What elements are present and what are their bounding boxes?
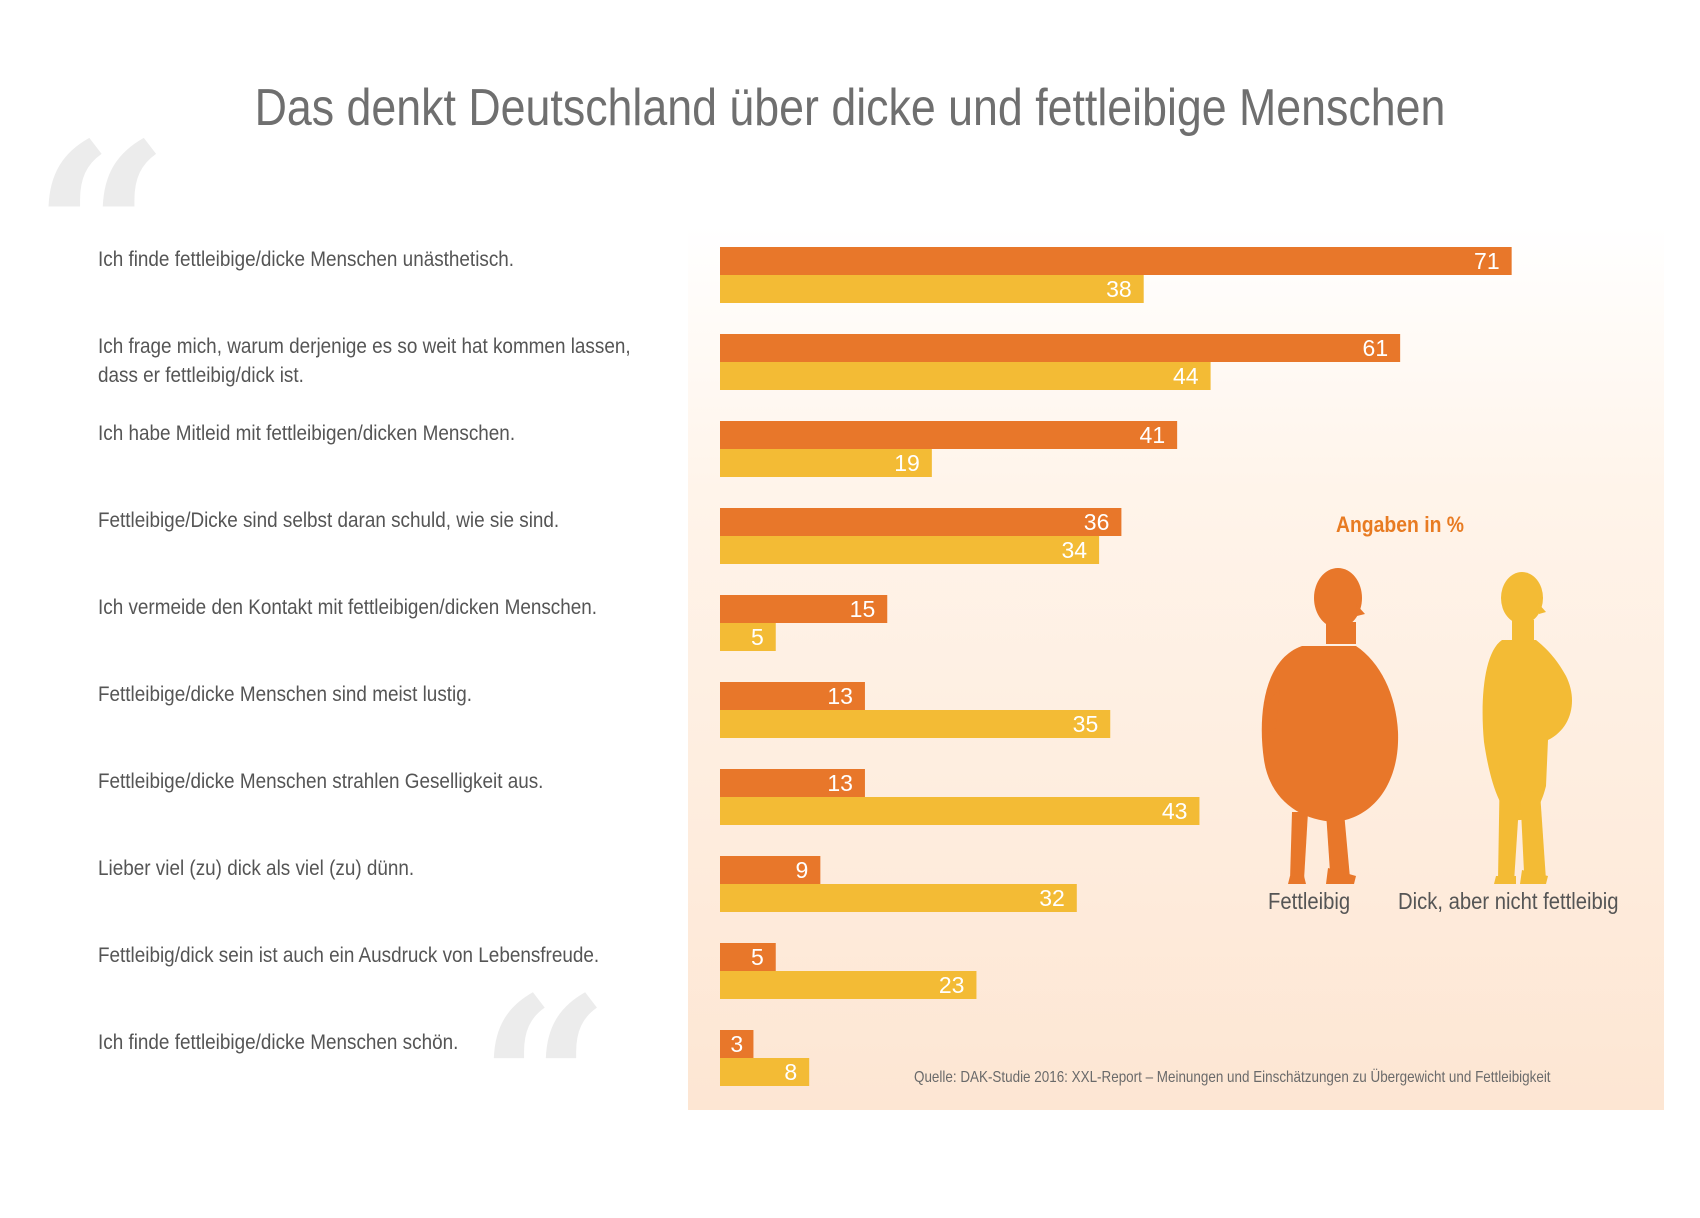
- bar-dick: [720, 623, 776, 651]
- data-label: 15: [850, 596, 876, 622]
- statement-label: Fettleibige/dicke Menschen strahlen Gese…: [98, 770, 544, 793]
- data-label: 43: [1162, 798, 1188, 824]
- source-note: Quelle: DAK-Studie 2016: XXL-Report – Me…: [914, 1069, 1551, 1086]
- data-label: 41: [1140, 422, 1166, 448]
- data-label: 19: [894, 450, 920, 476]
- bar-fettleibig: [720, 682, 865, 710]
- bar-dick: [720, 449, 932, 477]
- statement-label: Lieber viel (zu) dick als viel (zu) dünn…: [98, 857, 415, 880]
- bar-dick: [720, 884, 1077, 912]
- data-label: 3: [730, 1031, 743, 1057]
- bar-dick: [720, 797, 1200, 825]
- data-label: 9: [796, 857, 809, 883]
- data-label: 32: [1039, 885, 1065, 911]
- legend-label-dick: Dick, aber nicht fettleibig: [1398, 888, 1619, 914]
- statement-label: Ich habe Mitleid mit fettleibigen/dicken…: [98, 422, 516, 445]
- quote-mark-top-icon: “: [32, 91, 171, 373]
- data-label: 5: [751, 944, 764, 970]
- data-label: 34: [1062, 537, 1088, 563]
- data-label: 44: [1173, 363, 1199, 389]
- bar-fettleibig: [720, 856, 821, 884]
- overweight-person-silhouette-icon: [1482, 572, 1572, 884]
- statement-label: Fettleibig/dick sein ist auch ein Ausdru…: [98, 944, 600, 967]
- data-label: 38: [1106, 276, 1132, 302]
- bar-dick: [720, 971, 977, 999]
- statement-label: Ich frage mich, warum derjenige es so we…: [98, 335, 631, 387]
- bar-dick: [720, 275, 1144, 303]
- bar-dick: [720, 536, 1100, 564]
- legend-label-fettleibig: Fettleibig: [1268, 888, 1351, 914]
- data-label: 71: [1474, 248, 1500, 274]
- bar-fettleibig: [720, 943, 776, 971]
- data-label: 5: [751, 624, 764, 650]
- statement-label: Ich vermeide den Kontakt mit fettleibige…: [98, 596, 598, 619]
- bar-fettleibig: [720, 334, 1401, 362]
- data-label: 8: [784, 1059, 797, 1085]
- bar-fettleibig: [720, 769, 865, 797]
- bar-fettleibig: [720, 595, 888, 623]
- statement-label: Ich finde fettleibige/dicke Menschen sch…: [98, 1031, 459, 1054]
- obese-person-silhouette-icon: [1261, 568, 1399, 884]
- legend-silhouettes: [1261, 568, 1572, 884]
- bar-fettleibig: [720, 247, 1512, 275]
- data-label: 13: [827, 770, 853, 796]
- data-label: 23: [939, 972, 965, 998]
- data-label: 35: [1073, 711, 1099, 737]
- statement-label: Fettleibige/Dicke sind selbst daran schu…: [98, 509, 560, 532]
- statement-label: Ich finde fettleibige/dicke Menschen unä…: [98, 248, 515, 271]
- bar-dick: [720, 362, 1211, 390]
- data-label: 36: [1084, 509, 1110, 535]
- bar-fettleibig: [720, 508, 1122, 536]
- statement-label: Fettleibige/dicke Menschen sind meist lu…: [98, 683, 472, 706]
- bar-fettleibig: [720, 421, 1178, 449]
- chart-title: Das denkt Deutschland über dicke und fet…: [254, 79, 1446, 137]
- bar-dick: [720, 1058, 810, 1086]
- bar-fettleibig: [720, 1030, 754, 1058]
- bar-dick: [720, 710, 1111, 738]
- unit-label: Angaben in %: [1336, 512, 1464, 537]
- quote-mark-bottom-icon: “: [478, 948, 611, 1218]
- data-label: 61: [1363, 335, 1389, 361]
- data-label: 13: [827, 683, 853, 709]
